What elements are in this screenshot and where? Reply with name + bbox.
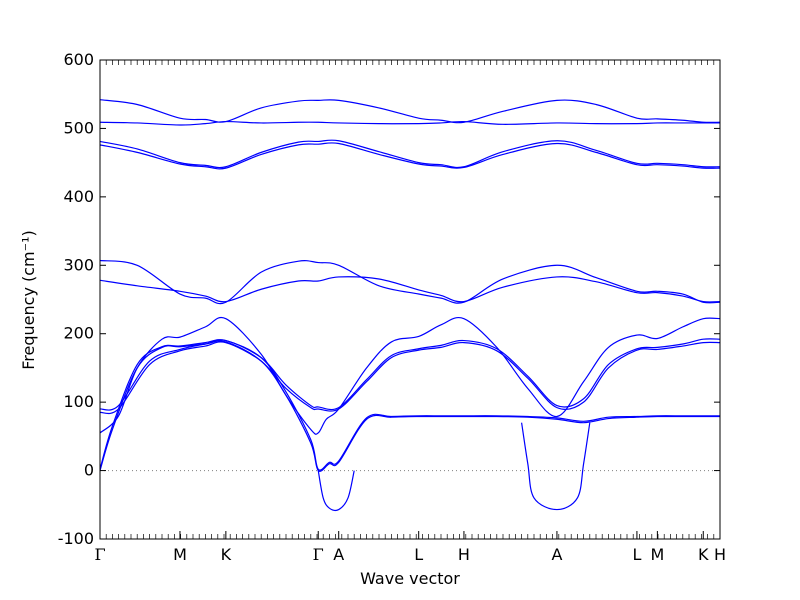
phonon-band-4: [99, 341, 721, 415]
phonon-band-7: [99, 276, 721, 303]
y-tick-label: 400: [63, 187, 94, 206]
y-axis-ticks: -100 0 100 200 300 400 500 600: [58, 50, 720, 548]
y-tick-label: 300: [63, 255, 94, 274]
y-tick-label: 200: [63, 324, 94, 343]
phonon-band-9: [99, 139, 721, 169]
y-tick-label: 0: [84, 461, 94, 480]
q-point-label: Γ: [313, 545, 324, 564]
q-point-label: H: [714, 545, 726, 564]
y-axis-label: Frequency (cm⁻¹): [19, 230, 38, 369]
q-point-label: K: [698, 545, 709, 564]
q-point-label: L: [632, 545, 641, 564]
phonon-band-8: [99, 142, 721, 170]
phonon-band-11: [99, 99, 721, 124]
minor-ticks: [99, 60, 715, 539]
y-tick-label: -100: [58, 529, 94, 548]
q-point-label: K: [221, 545, 232, 564]
plot-area: [99, 99, 721, 512]
q-point-label: M: [650, 545, 664, 564]
q-point-label: L: [414, 545, 423, 564]
phonon-band-10: [99, 120, 720, 126]
q-point-label: A: [333, 545, 344, 564]
phonon-band-5: [99, 338, 721, 411]
y-tick-label: 600: [63, 50, 94, 69]
phonon-band-1: [99, 340, 720, 472]
phonon-band-3: [99, 316, 721, 435]
y-tick-label: 500: [63, 118, 94, 137]
phonon-band-13: [521, 422, 591, 511]
plot-frame: [99, 59, 721, 540]
x-axis-label: Wave vector: [360, 569, 460, 588]
q-point-label: M: [173, 545, 187, 564]
q-point-label: H: [458, 545, 470, 564]
phonon-band-6: [99, 259, 721, 305]
phonon-band-2: [99, 339, 720, 471]
q-point-label: A: [551, 545, 562, 564]
q-point-label: Γ: [94, 545, 105, 564]
phonon-band-12: [317, 470, 355, 512]
y-tick-label: 100: [63, 392, 94, 411]
